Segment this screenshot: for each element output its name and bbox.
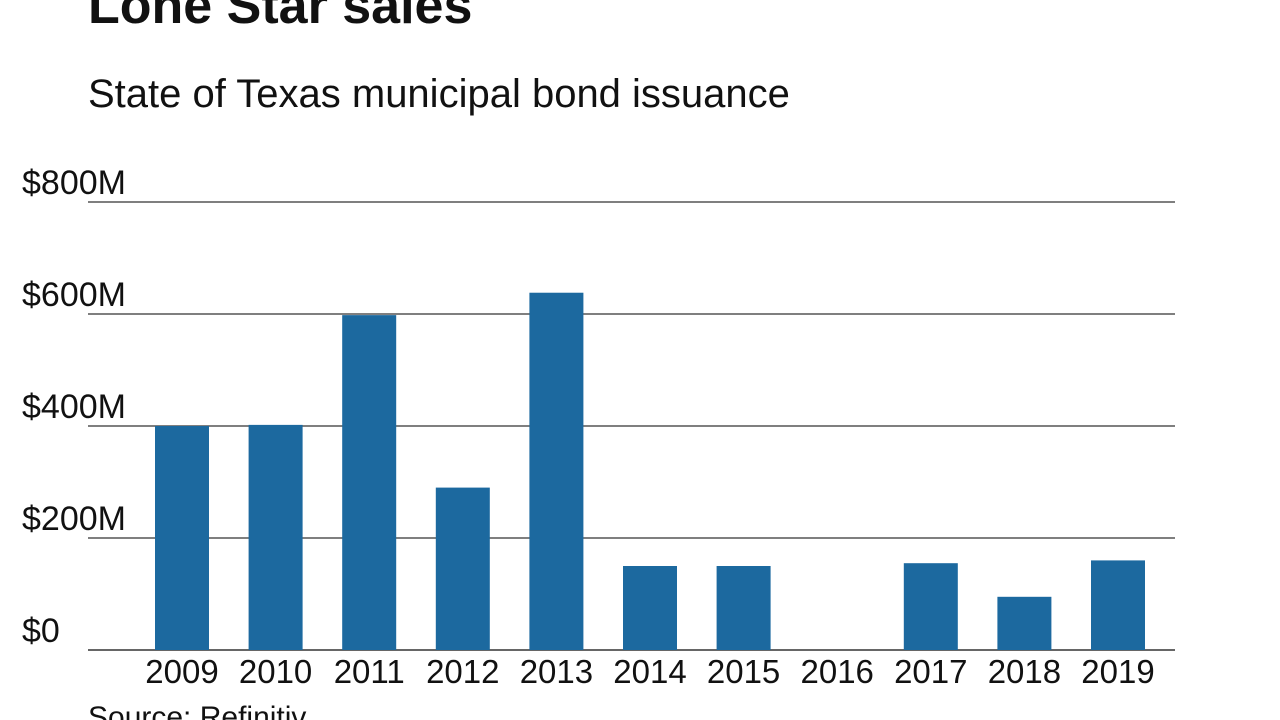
x-tick-label-2011: 2011 <box>334 653 405 690</box>
bar-2011 <box>342 315 397 650</box>
y-tick-label: $400M <box>22 388 126 426</box>
bar-2015 <box>716 566 771 650</box>
x-tick-label-2017: 2017 <box>894 653 967 690</box>
bar-2009 <box>155 426 209 650</box>
bar-2013 <box>529 292 584 650</box>
bars <box>155 292 1145 650</box>
x-tick-label-2018: 2018 <box>988 653 1061 690</box>
bar-2010 <box>248 424 303 650</box>
bar-2017 <box>903 563 958 650</box>
x-tick-label-2016: 2016 <box>800 653 873 690</box>
x-tick-label-2009: 2009 <box>145 653 218 690</box>
x-tick-label-2012: 2012 <box>426 653 499 690</box>
x-tick-label-2010: 2010 <box>239 653 312 690</box>
bar-2019 <box>1091 560 1145 650</box>
source-note: Source: Refinitiv <box>88 701 307 720</box>
x-axis-tick-labels: 2009 2010 2011 2012 2013 2014 2015 2016 2017 2018… <box>145 653 1154 690</box>
x-tick-label-2014: 2014 <box>613 653 686 690</box>
bar-2014 <box>623 566 677 650</box>
x-tick-label-2015: 2015 <box>707 653 780 690</box>
y-tick-label: $600M <box>22 276 126 314</box>
y-tick-label: $800M <box>22 164 126 202</box>
bar-2012 <box>435 487 490 650</box>
y-tick-label: $0 <box>22 612 60 650</box>
bar-2018 <box>997 596 1052 650</box>
chart-title: Lone Star sales <box>88 0 473 35</box>
y-tick-label: $200M <box>22 500 126 538</box>
x-tick-label-2019: 2019 <box>1081 653 1154 690</box>
x-tick-label-2013: 2013 <box>520 653 593 690</box>
chart-subtitle: State of Texas municipal bond issuance <box>88 72 790 116</box>
y-axis-tick-labels: $0 $200M $400M $600M $800M <box>22 164 126 650</box>
